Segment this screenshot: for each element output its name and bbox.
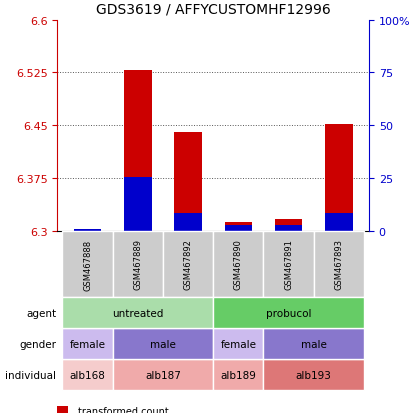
Text: probucol: probucol xyxy=(265,308,310,318)
Text: GSM467889: GSM467889 xyxy=(133,239,142,290)
Bar xyxy=(62,297,213,328)
Bar xyxy=(263,231,313,297)
Text: male: male xyxy=(300,339,326,349)
Bar xyxy=(162,231,213,297)
Bar xyxy=(324,213,352,231)
Text: female: female xyxy=(70,339,105,349)
Text: individual: individual xyxy=(5,370,56,380)
Text: GSM467888: GSM467888 xyxy=(83,239,92,290)
Text: alb189: alb189 xyxy=(220,370,256,380)
Bar xyxy=(224,223,252,231)
Bar xyxy=(274,219,302,231)
Bar xyxy=(62,231,112,297)
Text: untreated: untreated xyxy=(112,308,163,318)
Text: GSM467890: GSM467890 xyxy=(233,239,242,290)
Bar xyxy=(263,359,363,390)
Bar xyxy=(174,213,201,231)
Text: GSM467892: GSM467892 xyxy=(183,239,192,290)
Bar xyxy=(124,178,151,231)
Text: gender: gender xyxy=(19,339,56,349)
Text: alb187: alb187 xyxy=(145,370,180,380)
Text: alb193: alb193 xyxy=(295,370,331,380)
Bar xyxy=(112,328,213,359)
Bar xyxy=(62,359,112,390)
Bar xyxy=(112,359,213,390)
Text: GSM467893: GSM467893 xyxy=(333,239,342,290)
Bar xyxy=(274,225,302,231)
Bar xyxy=(213,231,263,297)
Text: alb168: alb168 xyxy=(70,370,105,380)
Bar xyxy=(324,125,352,231)
Bar xyxy=(112,231,162,297)
Title: GDS3619 / AFFYCUSTOMHF12996: GDS3619 / AFFYCUSTOMHF12996 xyxy=(96,3,330,17)
Bar xyxy=(213,297,363,328)
Bar xyxy=(213,359,263,390)
Text: female: female xyxy=(220,339,256,349)
Bar xyxy=(213,328,263,359)
Bar xyxy=(174,133,201,231)
Bar xyxy=(313,231,363,297)
Bar xyxy=(263,328,363,359)
Bar xyxy=(74,229,101,231)
Text: agent: agent xyxy=(26,308,56,318)
Text: male: male xyxy=(150,339,175,349)
Bar xyxy=(74,230,101,231)
Bar xyxy=(62,328,112,359)
Bar xyxy=(124,71,151,231)
Bar xyxy=(224,225,252,231)
Text: transformed count: transformed count xyxy=(78,406,168,413)
Text: GSM467891: GSM467891 xyxy=(283,239,292,290)
